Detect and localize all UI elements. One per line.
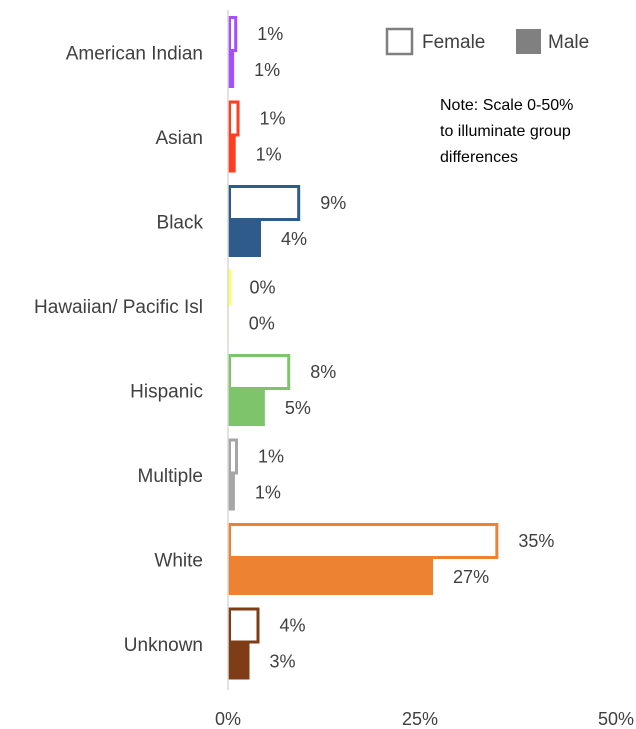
x-axis-ticks: 0% 25% 50%	[215, 709, 634, 729]
bar-female-hawaiian-pacific-isl	[228, 269, 232, 306]
scale-note-line-3: differences	[440, 149, 518, 166]
bar-female-multiple	[228, 438, 238, 475]
legend-male-label: Male	[548, 32, 589, 53]
value-label-male-asian: 1%	[256, 145, 282, 165]
category-label-hispanic: Hispanic	[130, 381, 203, 402]
scale-note-line-1: Note: Scale 0-50%	[440, 97, 573, 114]
value-label-female-american-indian: 1%	[257, 24, 283, 44]
bar-male-hispanic	[228, 390, 265, 426]
value-label-male-unknown: 3%	[270, 652, 296, 672]
category-label-hawaiian-pacific-isl: Hawaiian/ Pacific Isl	[34, 297, 203, 318]
legend-female-label: Female	[422, 32, 485, 53]
bar-male-white	[228, 559, 434, 595]
bars	[228, 16, 499, 680]
value-label-female-black: 9%	[320, 193, 346, 213]
value-labels: 1% 1% 1% 1% 9% 4% 0% 0% 8% 5% 1% 1% 35% 27% 4% 3%	[249, 24, 555, 672]
category-label-multiple: Multiple	[138, 466, 203, 487]
bar-male-multiple	[228, 474, 235, 511]
bar-female-unknown	[228, 607, 260, 644]
category-label-asian: Asian	[155, 128, 203, 149]
bar-female-american-indian	[228, 16, 238, 52]
value-label-male-hawaiian-pacific-isl: 0%	[249, 314, 275, 334]
value-label-female-asian: 1%	[260, 109, 286, 129]
scale-note: Note: Scale 0-50% to illuminate group di…	[440, 97, 573, 166]
x-tick-50: 50%	[598, 709, 634, 729]
bar-female-white	[228, 523, 499, 559]
x-tick-25: 25%	[402, 709, 438, 729]
bar-male-asian	[228, 136, 236, 173]
value-label-female-multiple: 1%	[258, 447, 284, 467]
bar-male-american-indian	[228, 52, 235, 88]
bar-male-unknown	[228, 643, 250, 680]
bar-female-hispanic	[228, 354, 291, 390]
legend: Female Male	[385, 27, 589, 56]
legend-female-swatch	[385, 27, 414, 56]
category-label-unknown: Unknown	[124, 635, 203, 656]
category-label-american-indian: American Indian	[66, 43, 203, 64]
x-tick-0: 0%	[215, 709, 241, 729]
value-label-female-hispanic: 8%	[310, 362, 336, 382]
bar-female-asian	[228, 100, 240, 137]
value-label-male-black: 4%	[281, 229, 307, 249]
bar-male-black	[228, 221, 262, 257]
value-label-male-hispanic: 5%	[285, 398, 311, 418]
scale-note-line-2: to illuminate group	[440, 123, 571, 140]
category-labels: American Indian Asian Black Hawaiian/ Pacif…	[34, 43, 203, 656]
value-label-female-hawaiian-pacific-isl: 0%	[250, 278, 276, 298]
category-label-white: White	[154, 550, 203, 571]
value-label-male-american-indian: 1%	[254, 60, 280, 80]
value-label-male-white: 27%	[453, 567, 489, 587]
legend-male-swatch	[516, 29, 541, 54]
value-label-female-white: 35%	[518, 531, 554, 551]
category-label-black: Black	[157, 212, 204, 233]
value-label-male-multiple: 1%	[255, 483, 281, 503]
bar-female-black	[228, 185, 301, 221]
value-label-female-unknown: 4%	[279, 616, 305, 636]
